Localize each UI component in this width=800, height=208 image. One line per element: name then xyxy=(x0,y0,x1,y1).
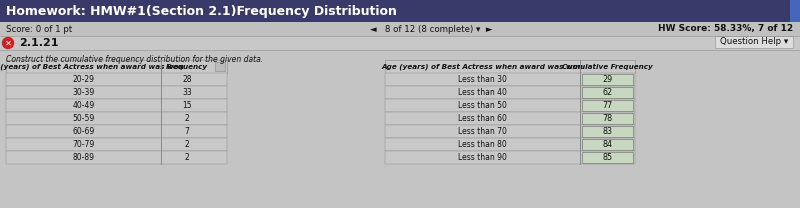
Bar xyxy=(582,113,633,124)
Bar xyxy=(0,0,790,22)
Bar xyxy=(715,36,793,48)
Text: ◄   8 of 12 (8 complete) ▾  ►: ◄ 8 of 12 (8 complete) ▾ ► xyxy=(370,25,493,33)
Text: 40-49: 40-49 xyxy=(72,101,94,110)
Text: 60-69: 60-69 xyxy=(72,127,94,136)
Text: Less than 40: Less than 40 xyxy=(458,88,507,97)
Bar xyxy=(385,125,635,138)
Text: Question Help ▾: Question Help ▾ xyxy=(720,37,788,47)
Text: Homework: HMW#1(Section 2.1)Frequency Distribution: Homework: HMW#1(Section 2.1)Frequency Di… xyxy=(6,5,397,17)
Text: Cumulative Frequency: Cumulative Frequency xyxy=(562,63,653,69)
Text: Less than 70: Less than 70 xyxy=(458,127,507,136)
Text: Age (years) of Best Actress when award was won: Age (years) of Best Actress when award w… xyxy=(382,63,583,70)
Text: 77: 77 xyxy=(602,101,613,110)
Text: 80-89: 80-89 xyxy=(73,153,94,162)
Bar xyxy=(385,99,635,112)
Bar xyxy=(0,36,800,50)
Bar xyxy=(6,138,227,151)
Text: Construct the cumulative frequency distribution for the given data.: Construct the cumulative frequency distr… xyxy=(6,55,263,64)
Text: 2: 2 xyxy=(185,153,190,162)
Bar xyxy=(0,50,800,208)
Bar xyxy=(6,73,227,86)
Text: Less than 30: Less than 30 xyxy=(458,75,507,84)
Bar xyxy=(385,73,635,86)
Text: Score: 0 of 1 pt: Score: 0 of 1 pt xyxy=(6,25,72,33)
Text: Less than 90: Less than 90 xyxy=(458,153,507,162)
Bar xyxy=(582,152,633,163)
Bar xyxy=(385,138,635,151)
Text: 29: 29 xyxy=(602,75,613,84)
Text: 85: 85 xyxy=(602,153,613,162)
Bar xyxy=(582,87,633,98)
Bar xyxy=(582,74,633,85)
Text: 2.1.21: 2.1.21 xyxy=(19,38,58,48)
Text: 7: 7 xyxy=(185,127,190,136)
Bar xyxy=(6,86,227,99)
Text: 15: 15 xyxy=(182,101,192,110)
Text: 2: 2 xyxy=(185,140,190,149)
Text: Less than 50: Less than 50 xyxy=(458,101,507,110)
Text: 70-79: 70-79 xyxy=(72,140,94,149)
Text: 20-29: 20-29 xyxy=(73,75,94,84)
Bar xyxy=(385,151,635,164)
Text: 30-39: 30-39 xyxy=(72,88,94,97)
Bar xyxy=(6,151,227,164)
Text: Frequency: Frequency xyxy=(166,63,208,69)
Bar xyxy=(6,60,227,73)
Bar xyxy=(6,99,227,112)
Bar xyxy=(385,60,635,73)
Text: 50-59: 50-59 xyxy=(72,114,94,123)
Text: ✕: ✕ xyxy=(5,38,11,47)
Bar xyxy=(790,0,800,22)
Text: 83: 83 xyxy=(602,127,613,136)
Bar xyxy=(6,112,227,125)
Bar xyxy=(582,139,633,150)
Bar xyxy=(215,62,225,71)
Text: 78: 78 xyxy=(602,114,613,123)
Text: 84: 84 xyxy=(602,140,613,149)
Text: HW Score: 58.33%, 7 of 12: HW Score: 58.33%, 7 of 12 xyxy=(658,25,793,33)
Text: Age (years) of Best Actress when award was won: Age (years) of Best Actress when award w… xyxy=(0,63,185,70)
Text: Less than 60: Less than 60 xyxy=(458,114,507,123)
Text: Less than 80: Less than 80 xyxy=(458,140,507,149)
Circle shape xyxy=(2,37,14,48)
Bar xyxy=(385,86,635,99)
Text: 2: 2 xyxy=(185,114,190,123)
Text: 62: 62 xyxy=(602,88,613,97)
Bar xyxy=(582,126,633,137)
Bar xyxy=(582,100,633,111)
Bar xyxy=(0,22,800,36)
Bar xyxy=(385,112,635,125)
Bar xyxy=(6,125,227,138)
Text: 33: 33 xyxy=(182,88,192,97)
Text: 28: 28 xyxy=(182,75,192,84)
